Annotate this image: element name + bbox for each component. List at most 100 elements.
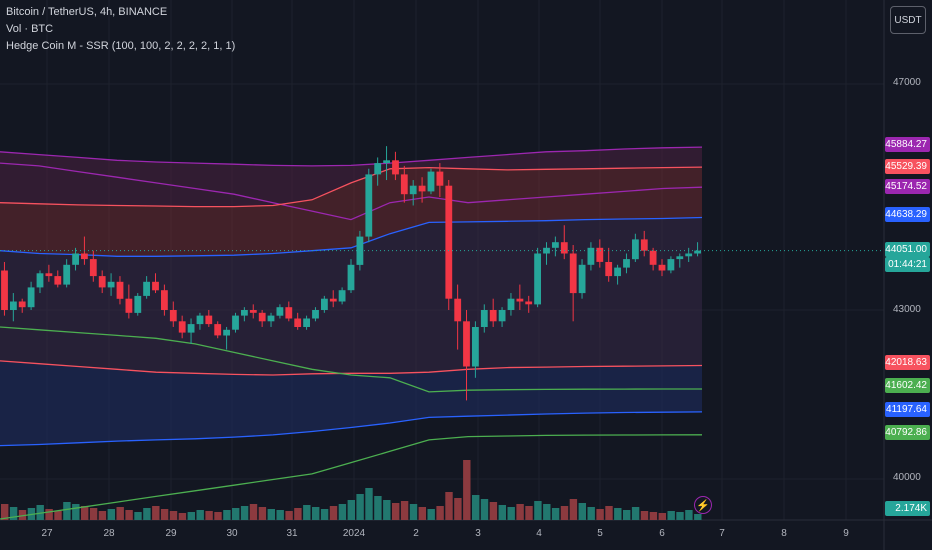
price-tag-outer-lower-green: 41602.42 [885,378,930,393]
candle-body [392,160,399,175]
y-tick-label: 43000 [893,304,921,315]
volume-bar [45,509,53,520]
candle-body [196,315,204,325]
candle-body [685,253,693,257]
volume-bar [116,507,124,520]
volume-bar [489,502,498,520]
candle-body [81,253,88,260]
candle-body [276,307,284,316]
candle-body [161,290,168,310]
band-line-outer-lower-green [0,326,702,393]
volume-bar [63,502,71,520]
candle-body [498,310,506,322]
candle-body [223,329,230,336]
candle-body [632,239,639,260]
band-line-mid-upper [0,166,703,208]
candle-body [356,236,364,265]
volume-bar [276,510,284,520]
volume-bar [312,507,320,520]
band-fill-upper-outer [0,147,702,207]
band-fill-lower [0,360,702,446]
volume-bar [365,488,373,520]
candle-body [640,239,648,251]
volume-ma-line [0,434,703,520]
volume-bar [72,504,80,520]
volume-bar [480,499,489,520]
volume-bar [427,509,435,520]
candle-body [560,242,568,254]
volume-bar [169,511,178,520]
volume-bar [205,511,213,520]
candle-body [578,264,586,294]
volume-bar [258,507,267,520]
candle-body [63,264,71,285]
candle-body [125,298,133,313]
volume-bar [54,511,62,520]
candle-body [249,310,257,313]
volume-bar [81,506,89,520]
price-tag-mid-upper: 45529.39 [885,159,930,174]
candle-body [525,301,533,305]
candle-body [569,253,577,294]
volume-bar [631,507,640,520]
candle-body [445,185,453,299]
candle-body [694,250,701,254]
candle-body [596,247,604,262]
candle-body [658,264,666,271]
volume-bar [294,508,302,520]
volume-bar [329,506,338,520]
volume-bar [543,504,551,520]
candle-body [178,321,186,333]
volume-bar [249,504,258,520]
candle-body [116,281,124,299]
volume-bar [160,509,169,520]
volume-bar [134,512,142,520]
y-tick-label: 47000 [893,77,921,88]
volume-bar [614,508,622,520]
candle-body [232,315,239,330]
volume-bar [525,506,533,520]
candle-body [587,247,595,265]
volume-bar [187,512,195,520]
volume-bar [1,504,9,520]
volume-bar [454,498,462,520]
candle-body [267,315,275,322]
lightning-icon[interactable]: ⚡ [694,496,712,514]
legend-volume: Vol · BTC [6,23,54,35]
volume-bar [436,506,444,520]
volume-bar [9,507,18,520]
volume-bar [240,506,249,520]
candle-body [98,276,106,288]
volume-tag: 2.174K [885,501,930,516]
x-tick-label: 5 [597,528,603,539]
band-line-inner-upper [0,162,703,221]
candle-body [214,324,222,336]
candle-body [543,247,550,254]
candle-body [72,253,79,265]
x-tick-label: 6 [659,528,665,539]
candle-body [285,307,293,319]
volume-bar [516,504,524,520]
volume-bar [551,508,560,520]
price-tag-mid-lower: 42018.63 [885,355,930,370]
volume-bar [392,503,400,520]
volume-bar [649,512,658,520]
currency-button[interactable]: USDT [890,6,926,34]
candle-body [54,276,62,285]
price-tag-basis: 44638.29 [885,207,930,222]
volume-bar [89,508,98,520]
volume-bar [605,506,613,520]
volume-bar [685,510,693,520]
candle-body [623,259,630,268]
band-fill-middle [0,217,702,375]
candle-body [534,253,541,305]
price-tag-inner-upper: 45174.52 [885,179,930,194]
volume-bar [267,509,275,520]
volume-bar [152,506,160,520]
volume-bar [303,505,311,520]
x-tick-label: 29 [165,528,177,539]
volume-bar [383,500,391,520]
candle-body [294,318,302,327]
band-line-outer-lower-blue [0,411,703,447]
